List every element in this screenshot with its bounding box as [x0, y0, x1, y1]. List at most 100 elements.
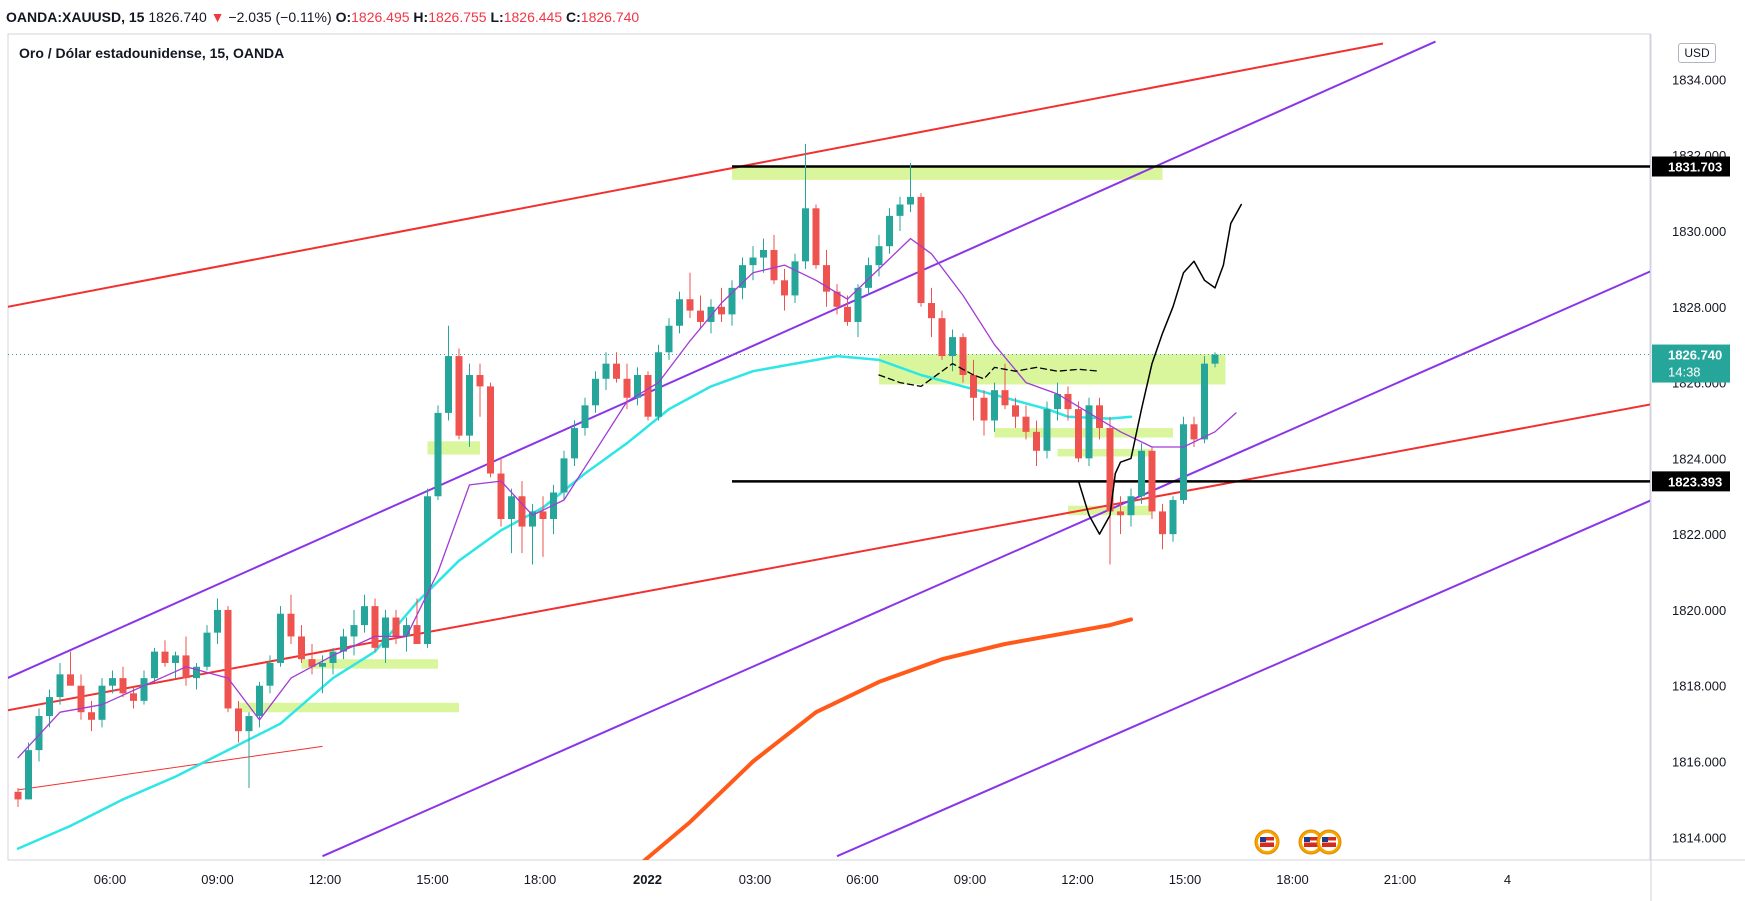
candle-body — [1169, 500, 1177, 535]
candle-body — [938, 318, 946, 357]
candle-body — [613, 363, 620, 379]
candle-body — [833, 291, 841, 307]
candle-body — [287, 613, 295, 637]
candle-body — [508, 496, 515, 519]
y-tick-label: 1824.000 — [1672, 451, 1726, 466]
event-flag-icon — [1316, 829, 1342, 855]
event-flag-stripe-white — [1260, 840, 1274, 843]
y-tick-label: 1814.000 — [1672, 830, 1726, 845]
x-tick-label: 06:00 — [94, 872, 127, 887]
candle-body — [298, 636, 305, 660]
candle-body — [1075, 409, 1082, 459]
candle-body — [1012, 405, 1019, 417]
event-flag-stripe-white — [1304, 840, 1318, 843]
trend-line — [17, 745, 323, 791]
price-change: −2.035 (−0.11%) — [228, 9, 332, 25]
x-tick-label: 12:00 — [1061, 872, 1094, 887]
candle-body — [749, 257, 757, 266]
candle-body — [277, 613, 284, 663]
candle-body — [686, 299, 694, 311]
high-label: H: — [413, 9, 429, 25]
currency-button[interactable]: USD — [1678, 43, 1716, 63]
candle-body — [382, 617, 389, 648]
candle-body — [707, 306, 715, 322]
candle-body — [119, 678, 127, 694]
candle-body — [172, 655, 179, 663]
candle-body — [928, 303, 935, 319]
candle-body — [1127, 496, 1135, 516]
trend-line — [8, 40, 1436, 680]
candle-body — [991, 390, 998, 421]
candle-body — [1033, 431, 1040, 451]
candle-body — [665, 325, 673, 353]
x-tick-label: 03:00 — [739, 872, 772, 887]
candle-body — [1001, 390, 1009, 406]
candle-body — [466, 375, 473, 436]
candle-body — [718, 306, 725, 315]
candle-body — [256, 685, 263, 717]
candle-body — [697, 310, 704, 322]
price-label-box — [1652, 156, 1730, 177]
candle-body — [770, 249, 778, 281]
candle-body — [140, 678, 148, 701]
candle-body — [46, 697, 53, 717]
price-label-text: 1823.393 — [1668, 474, 1722, 489]
candle-body — [875, 246, 883, 266]
event-flag-canton — [1304, 837, 1310, 842]
x-tick-label: 18:00 — [524, 872, 557, 887]
y-tick-label: 1828.000 — [1672, 300, 1726, 315]
candle-body — [161, 651, 169, 663]
candle-body — [623, 378, 631, 398]
price-label-box — [1652, 344, 1730, 383]
support-zone — [732, 166, 1163, 180]
candle-body — [959, 337, 967, 376]
x-tick-label: 2022 — [633, 872, 662, 887]
symbol-name[interactable]: OANDA:XAUUSD, 15 — [6, 9, 145, 25]
candle-body — [329, 651, 337, 663]
candle-body — [25, 750, 32, 800]
event-flag-canton — [1260, 837, 1266, 842]
candle-body — [308, 659, 316, 667]
candle-body — [1054, 393, 1061, 410]
open-value: 1826.495 — [351, 9, 410, 25]
y-tick-label: 1830.000 — [1672, 224, 1726, 239]
candle-body — [644, 375, 652, 417]
candle-body — [844, 306, 851, 322]
candle-body — [949, 337, 956, 357]
candle-body — [1190, 424, 1198, 440]
candle-body — [1117, 511, 1124, 516]
candle-body — [571, 428, 578, 459]
x-tick-label: 09:00 — [954, 872, 987, 887]
event-flag-canton — [1322, 837, 1328, 842]
candle-body — [130, 693, 137, 701]
x-tick-label: 15:00 — [1169, 872, 1202, 887]
candle-body — [403, 625, 410, 637]
event-flag-icon — [1298, 829, 1324, 855]
candle-body — [1022, 416, 1030, 432]
candle-body — [728, 287, 736, 315]
support-zone — [994, 428, 1173, 438]
candle-body — [245, 716, 253, 732]
symbol-header: OANDA:XAUUSD, 15 1826.740 ▼ −2.035 (−0.1… — [0, 0, 1745, 34]
candle-body — [434, 412, 442, 497]
candle-body — [1201, 363, 1208, 440]
down-arrow-icon: ▼ — [210, 9, 225, 25]
candle-body — [319, 662, 326, 667]
support-zone — [301, 659, 438, 669]
y-tick-label: 1816.000 — [1672, 754, 1726, 769]
x-tick-label: 18:00 — [1276, 872, 1309, 887]
support-zone — [238, 702, 459, 713]
candle-body — [980, 397, 988, 421]
candle-body — [266, 662, 274, 686]
low-value: 1826.445 — [503, 9, 563, 25]
price-label-text: 1826.740 — [1668, 348, 1722, 363]
candle-body — [1064, 393, 1072, 410]
candle-body — [823, 265, 830, 292]
candle-body — [1043, 409, 1051, 451]
candle-body — [560, 458, 568, 493]
candle-body — [812, 208, 820, 266]
trend-line — [836, 499, 1650, 858]
candle-body — [529, 511, 536, 527]
candle-body — [424, 496, 431, 645]
